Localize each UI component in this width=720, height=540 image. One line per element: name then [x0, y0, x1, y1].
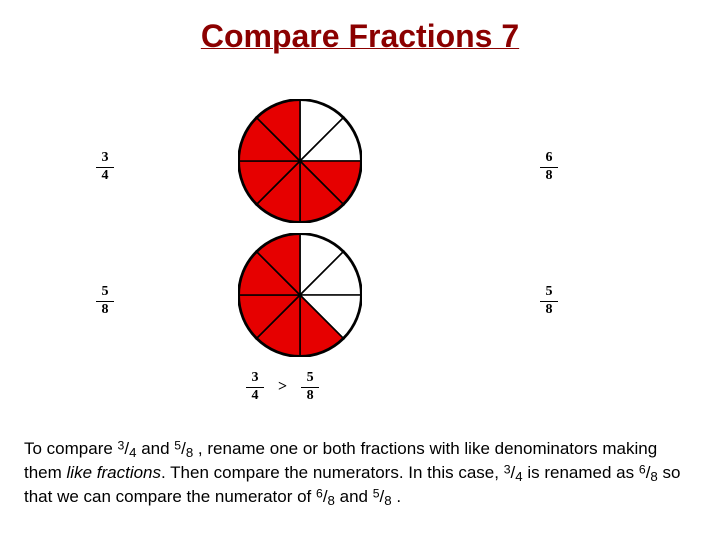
- numerator: 5: [373, 486, 380, 500]
- denominator: 8: [650, 469, 657, 484]
- text: is renamed as: [523, 463, 639, 482]
- numerator: 3: [118, 439, 125, 453]
- fraction-label-bottom-left: 5 8: [96, 285, 114, 317]
- comparison-row: 3 4 > 5 8: [246, 371, 319, 403]
- denominator: 4: [96, 169, 114, 184]
- fraction-label-bottom-right: 5 8: [540, 285, 558, 317]
- denominator: 8: [301, 389, 319, 404]
- fraction-inline: 3/4: [118, 439, 137, 458]
- page-title: Compare Fractions 7: [0, 0, 720, 55]
- denominator: 8: [328, 493, 335, 508]
- numerator: 5: [540, 285, 558, 300]
- numerator: 5: [174, 439, 181, 453]
- numerator: 5: [96, 285, 114, 300]
- denominator: 8: [384, 493, 391, 508]
- fraction-inline: 5/8: [373, 487, 392, 506]
- denominator: 4: [246, 389, 264, 404]
- numerator: 6: [316, 486, 323, 500]
- denominator: 4: [515, 469, 522, 484]
- text: and: [335, 487, 373, 506]
- numerator: 3: [246, 371, 264, 386]
- denominator: 8: [96, 303, 114, 318]
- fraction-inline: 6/8: [316, 487, 335, 506]
- fraction-inline: 3/4: [504, 463, 523, 482]
- pie-bottom: [238, 233, 362, 362]
- numerator: 3: [504, 463, 511, 477]
- text: To compare: [24, 439, 118, 458]
- numerator: 6: [639, 463, 646, 477]
- compare-left-fraction: 3 4: [246, 371, 264, 403]
- pie-top: [238, 99, 362, 228]
- numerator: 6: [540, 151, 558, 166]
- compare-right-fraction: 5 8: [301, 371, 319, 403]
- fraction-label-top-left: 3 4: [96, 151, 114, 183]
- text: .: [392, 487, 401, 506]
- denominator: 8: [540, 169, 558, 184]
- fraction-inline: 6/8: [639, 463, 658, 482]
- denominator: 8: [540, 303, 558, 318]
- text: and: [136, 439, 174, 458]
- diagram-area: 3 4 6 8 5 8 5 8 3 4 > 5 8: [0, 55, 720, 415]
- explanation-paragraph: To compare 3/4 and 5/8 , rename one or b…: [24, 438, 696, 510]
- compare-symbol: >: [278, 378, 287, 396]
- text: . Then compare the numerators. In this c…: [161, 463, 504, 482]
- numerator: 5: [301, 371, 319, 386]
- italic-text: like fractions: [67, 463, 161, 482]
- fraction-label-top-right: 6 8: [540, 151, 558, 183]
- fraction-inline: 5/8: [174, 439, 193, 458]
- numerator: 3: [96, 151, 114, 166]
